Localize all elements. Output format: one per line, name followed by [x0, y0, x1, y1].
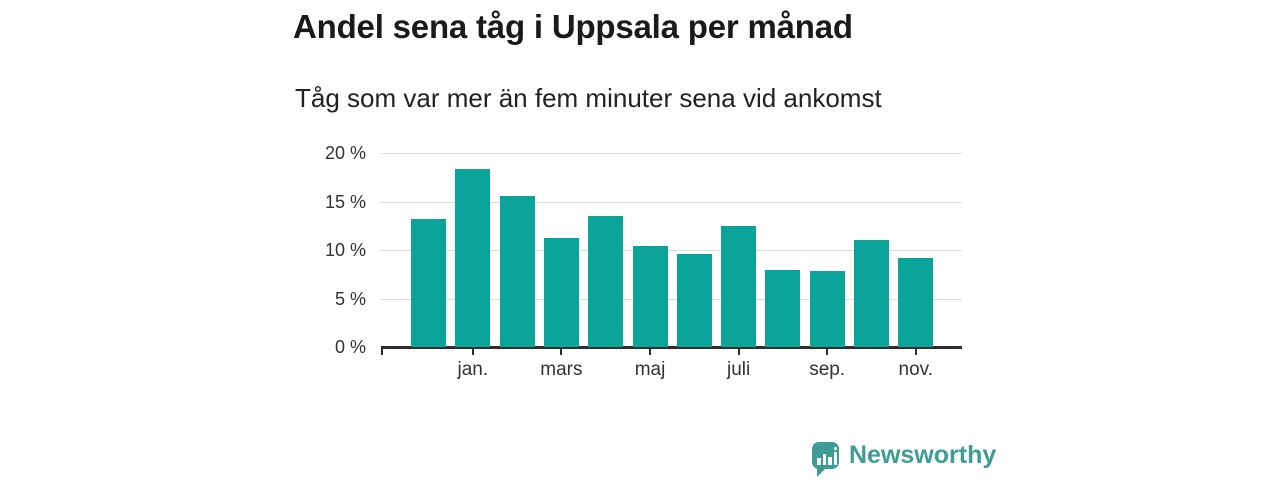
y-axis-label: 20 %	[324, 143, 366, 163]
bar-jan	[455, 168, 491, 347]
x-axis-label: maj	[634, 359, 666, 380]
x-axis-tick	[381, 348, 383, 355]
bar-sep	[809, 271, 845, 347]
gridline	[381, 250, 962, 251]
y-axis-label: 0 %	[334, 337, 366, 357]
bar-juli	[721, 225, 757, 347]
gridline	[381, 298, 962, 300]
x-axis-tick	[560, 348, 563, 355]
x-axis-tick	[471, 348, 474, 355]
logo-exclamation-dot	[833, 446, 837, 450]
x-axis-tick	[826, 348, 829, 355]
logo-bar	[833, 452, 837, 465]
x-axis-label: nov.	[898, 359, 934, 380]
bar-aug	[765, 270, 801, 347]
bar-dec	[411, 218, 446, 347]
x-axis-label: jan.	[457, 359, 489, 380]
bar-maj	[632, 246, 668, 347]
x-axis-label: juli	[726, 359, 751, 380]
logo-bubble	[812, 442, 839, 469]
chart-title: Andel sena tåg i Uppsala per månad	[293, 8, 853, 45]
gridline	[381, 153, 962, 154]
bar-nov	[898, 257, 934, 347]
y-axis-label: 10 %	[324, 240, 366, 260]
logo-bar	[828, 457, 832, 465]
x-axis-label: sep.	[809, 359, 846, 380]
plot-area: 0 % 5 % 10 % 15 % 20 % jan. mars maj juli sep. nov…	[325, 143, 962, 380]
newsworthy-logo-icon	[812, 442, 839, 477]
bar-apr	[588, 216, 624, 347]
chart-subtitle: Tåg som var mer än fem minuter sena vid …	[295, 83, 882, 113]
x-axis-tick	[914, 348, 917, 355]
bar-juni	[676, 253, 712, 347]
gridline	[381, 201, 962, 203]
logo-bar	[817, 458, 821, 465]
newsworthy-brand: Newsworthy	[812, 441, 997, 477]
x-axis-tick	[737, 348, 740, 355]
x-axis-label: mars	[540, 359, 583, 380]
logo-bar	[822, 454, 826, 465]
logo-bubble-tail	[817, 467, 827, 477]
x-axis-line	[381, 346, 962, 349]
bar-okt	[854, 240, 889, 347]
y-axis-label: 5 %	[334, 288, 366, 309]
logo-mini-bar-chart-icon	[817, 446, 837, 465]
logo-exclamation	[833, 446, 837, 465]
y-axis-label: 15 %	[324, 191, 366, 212]
brand-name: Newsworthy	[849, 441, 997, 469]
bar-mars	[543, 238, 579, 347]
x-axis-tick	[649, 348, 651, 355]
bar-feb	[499, 195, 535, 347]
